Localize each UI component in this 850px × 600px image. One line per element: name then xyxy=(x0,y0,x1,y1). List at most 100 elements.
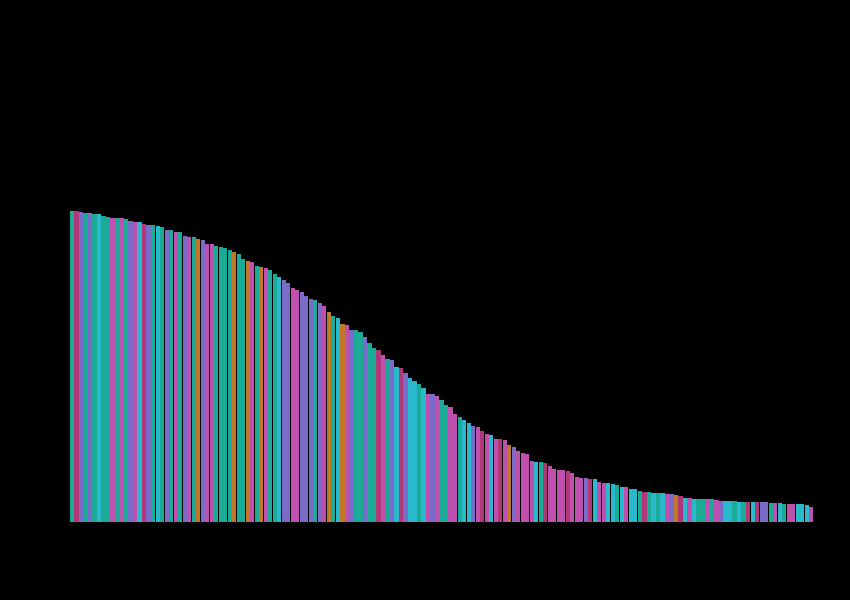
Bar xyxy=(371,348,376,522)
Bar xyxy=(326,311,331,522)
Bar xyxy=(638,491,642,522)
Bar xyxy=(269,270,272,522)
Bar xyxy=(381,355,385,522)
Bar xyxy=(520,453,524,522)
Bar xyxy=(494,439,498,522)
Bar xyxy=(422,388,426,522)
Bar xyxy=(426,394,430,522)
Bar xyxy=(480,431,484,522)
Bar xyxy=(314,301,317,522)
Bar xyxy=(534,461,538,522)
Bar xyxy=(651,493,655,522)
Bar xyxy=(475,427,479,522)
Bar xyxy=(142,224,146,522)
Bar xyxy=(467,424,471,522)
Bar xyxy=(412,382,416,522)
Bar xyxy=(106,217,110,522)
Bar xyxy=(674,495,678,522)
Bar xyxy=(210,244,214,522)
Bar xyxy=(791,504,796,522)
Bar xyxy=(435,396,439,522)
Bar xyxy=(332,316,336,522)
Bar xyxy=(173,232,178,522)
Bar xyxy=(151,226,156,522)
Bar xyxy=(404,373,408,522)
Bar xyxy=(273,274,277,522)
Bar xyxy=(512,447,516,522)
Bar xyxy=(624,487,628,522)
Bar xyxy=(741,502,745,522)
Bar xyxy=(606,482,610,522)
Bar xyxy=(737,502,741,522)
Bar xyxy=(723,501,728,522)
Bar xyxy=(110,218,115,522)
Bar xyxy=(146,225,150,522)
Bar xyxy=(728,501,732,522)
Bar xyxy=(97,214,101,522)
Bar xyxy=(101,216,105,522)
Bar xyxy=(507,445,512,522)
Bar xyxy=(187,236,191,522)
Bar xyxy=(796,504,800,522)
Bar xyxy=(453,413,457,522)
Bar xyxy=(566,471,570,522)
Bar xyxy=(367,343,371,522)
Bar xyxy=(525,454,530,522)
Bar xyxy=(385,359,389,522)
Bar xyxy=(620,487,624,522)
Bar xyxy=(345,325,349,522)
Bar xyxy=(701,499,706,522)
Bar xyxy=(138,222,142,522)
Bar xyxy=(552,469,557,522)
Bar xyxy=(115,218,119,522)
Bar xyxy=(611,484,615,522)
Bar xyxy=(768,503,773,522)
Bar xyxy=(462,421,466,522)
Bar xyxy=(489,434,493,522)
Bar xyxy=(688,499,692,522)
Bar xyxy=(579,478,583,522)
Bar xyxy=(377,350,381,522)
Bar xyxy=(570,473,575,522)
Bar xyxy=(719,501,723,522)
Bar xyxy=(83,212,88,522)
Bar xyxy=(79,212,83,522)
Bar xyxy=(300,292,304,522)
Bar xyxy=(547,466,552,522)
Bar xyxy=(805,505,809,522)
Bar xyxy=(264,268,268,522)
Bar xyxy=(575,476,579,522)
Bar xyxy=(340,324,344,522)
Bar xyxy=(363,337,367,522)
Bar xyxy=(408,377,412,522)
Bar xyxy=(678,496,683,522)
Bar xyxy=(295,290,299,522)
Bar xyxy=(710,499,714,522)
Bar xyxy=(394,367,399,522)
Bar xyxy=(246,262,250,522)
Bar xyxy=(543,463,547,522)
Bar xyxy=(778,503,782,522)
Bar xyxy=(304,296,309,522)
Bar xyxy=(281,280,286,522)
Bar xyxy=(643,492,647,522)
Bar xyxy=(191,238,196,522)
Bar xyxy=(286,283,291,522)
Bar xyxy=(751,502,755,522)
Bar xyxy=(349,330,354,522)
Bar xyxy=(160,227,164,522)
Bar xyxy=(557,470,561,522)
Bar xyxy=(669,494,673,522)
Bar xyxy=(255,266,259,522)
Bar xyxy=(133,222,137,522)
Bar xyxy=(336,318,340,522)
Bar xyxy=(120,218,123,522)
Bar xyxy=(516,451,520,522)
Bar xyxy=(228,250,232,522)
Bar xyxy=(498,439,502,522)
Bar xyxy=(218,247,223,522)
Bar xyxy=(183,236,187,522)
Bar xyxy=(760,502,763,522)
Bar xyxy=(318,303,322,522)
Bar xyxy=(74,211,78,522)
